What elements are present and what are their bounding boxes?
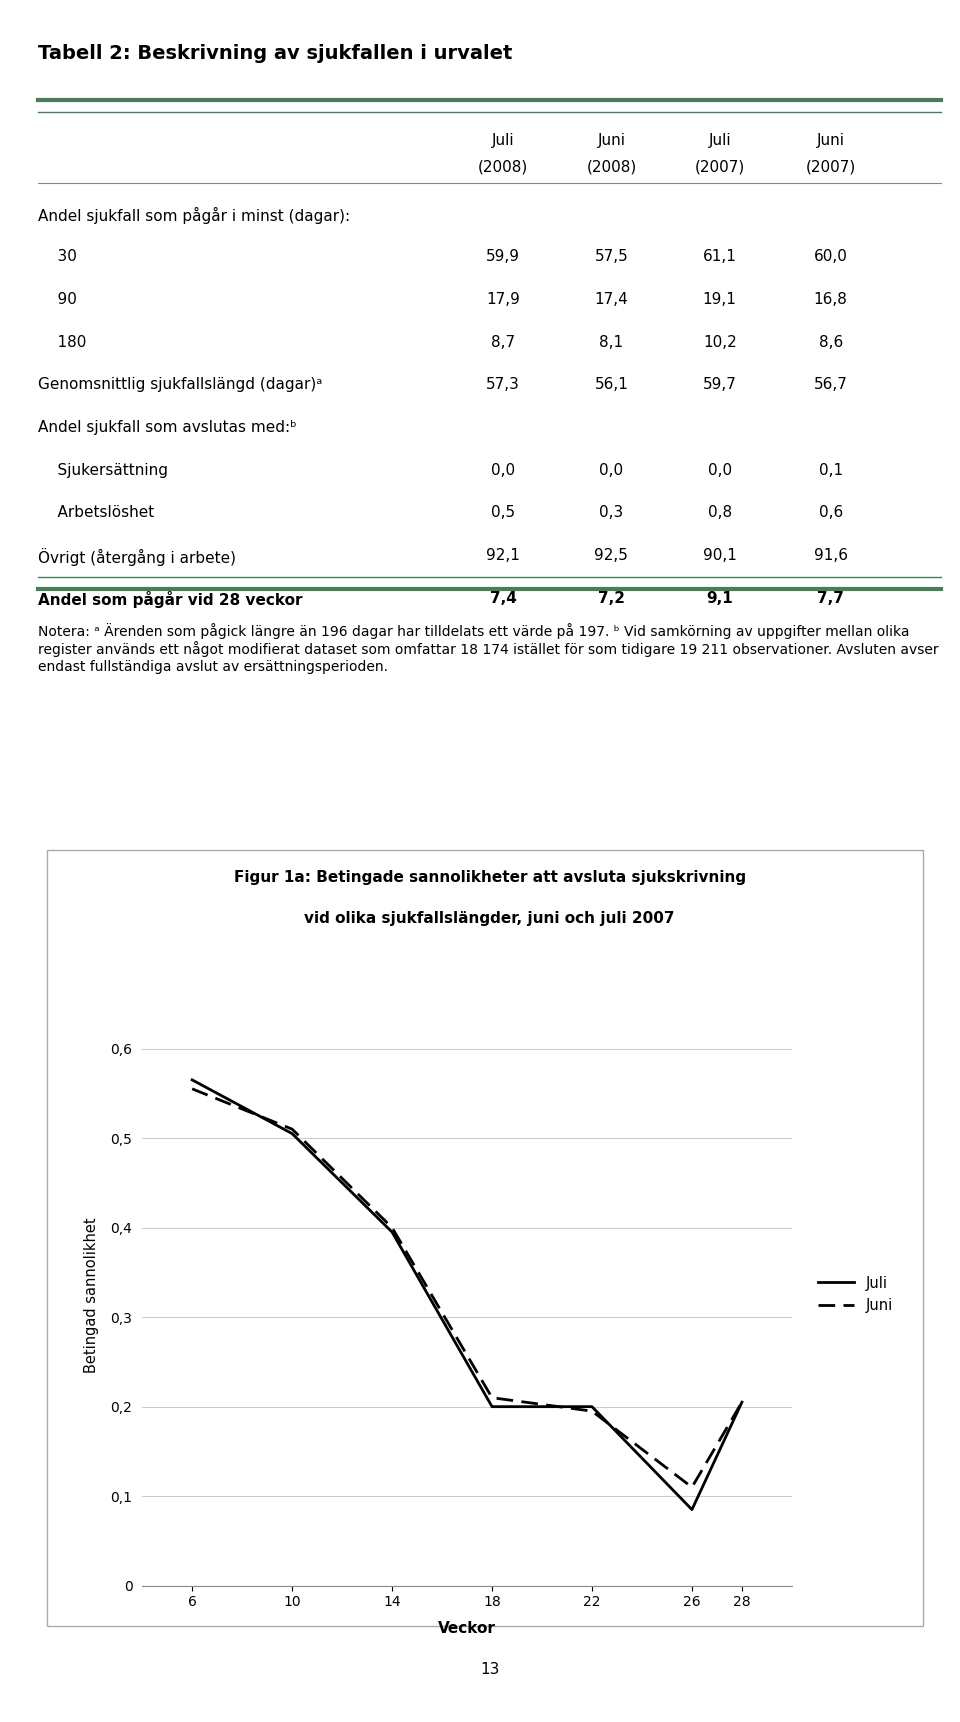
Text: 61,1: 61,1: [703, 250, 736, 263]
Text: 91,6: 91,6: [814, 548, 848, 563]
Text: Andel sjukfall som pågår i minst (dagar):: Andel sjukfall som pågår i minst (dagar)…: [38, 207, 350, 224]
Text: 0,3: 0,3: [599, 505, 624, 520]
Text: 9,1: 9,1: [707, 591, 733, 606]
Text: 92,5: 92,5: [594, 548, 629, 563]
Text: 59,7: 59,7: [703, 377, 736, 393]
Text: 7,7: 7,7: [817, 591, 844, 606]
Text: 0,6: 0,6: [819, 505, 843, 520]
Text: Tabell 2: Beskrivning av sjukfallen i urvalet: Tabell 2: Beskrivning av sjukfallen i ur…: [38, 43, 513, 62]
Text: 16,8: 16,8: [814, 293, 848, 307]
Text: 57,3: 57,3: [486, 377, 520, 393]
Text: 0,0: 0,0: [708, 463, 732, 477]
Text: 57,5: 57,5: [594, 250, 628, 263]
Text: Arbetslöshet: Arbetslöshet: [38, 505, 155, 520]
Text: Figur 1a: Betingade sannolikheter att avsluta sjukskrivning: Figur 1a: Betingade sannolikheter att av…: [233, 870, 746, 885]
Text: Övrigt (återgång i arbete): Övrigt (återgång i arbete): [38, 548, 236, 567]
Text: Juli: Juli: [708, 133, 731, 148]
Text: (2008): (2008): [478, 158, 528, 174]
Text: 8,1: 8,1: [599, 334, 623, 350]
Text: 8,6: 8,6: [819, 334, 843, 350]
Text: Sjukersättning: Sjukersättning: [38, 463, 168, 477]
Text: 10,2: 10,2: [703, 334, 736, 350]
Text: 0,5: 0,5: [492, 505, 516, 520]
Text: (2008): (2008): [587, 158, 636, 174]
Text: 17,4: 17,4: [594, 293, 628, 307]
Text: 8,7: 8,7: [492, 334, 516, 350]
Text: Juli: Juli: [492, 133, 515, 148]
Text: 19,1: 19,1: [703, 293, 736, 307]
Text: 7,4: 7,4: [490, 591, 516, 606]
Text: 92,1: 92,1: [486, 548, 520, 563]
Text: 0,8: 0,8: [708, 505, 732, 520]
Text: (2007): (2007): [695, 158, 745, 174]
Text: Juni: Juni: [817, 133, 845, 148]
Text: Juni: Juni: [597, 133, 625, 148]
Text: 56,1: 56,1: [594, 377, 629, 393]
Text: 13: 13: [480, 1662, 499, 1677]
Text: 180: 180: [38, 334, 86, 350]
Text: 0,0: 0,0: [599, 463, 623, 477]
Text: (2007): (2007): [805, 158, 855, 174]
Text: Andel som pågår vid 28 veckor: Andel som pågår vid 28 veckor: [38, 591, 303, 608]
Text: 0,1: 0,1: [819, 463, 843, 477]
Text: Genomsnittlig sjukfallslängd (dagar)ᵃ: Genomsnittlig sjukfallslängd (dagar)ᵃ: [38, 377, 323, 393]
Text: Notera: ᵃ Ärenden som pågick längre än 196 dagar har tilldelats ett värde på 197: Notera: ᵃ Ärenden som pågick längre än 1…: [38, 623, 939, 673]
Text: 7,2: 7,2: [598, 591, 625, 606]
Text: vid olika sjukfallslängder, juni och juli 2007: vid olika sjukfallslängder, juni och jul…: [304, 911, 675, 926]
Text: 56,7: 56,7: [814, 377, 848, 393]
Text: 90: 90: [38, 293, 77, 307]
Text: 17,9: 17,9: [486, 293, 520, 307]
Text: 60,0: 60,0: [814, 250, 848, 263]
FancyBboxPatch shape: [47, 851, 923, 1626]
Text: Andel sjukfall som avslutas med:ᵇ: Andel sjukfall som avslutas med:ᵇ: [38, 420, 298, 436]
Text: 90,1: 90,1: [703, 548, 736, 563]
Text: 59,9: 59,9: [486, 250, 520, 263]
Text: 0,0: 0,0: [492, 463, 516, 477]
Text: 30: 30: [38, 250, 77, 263]
